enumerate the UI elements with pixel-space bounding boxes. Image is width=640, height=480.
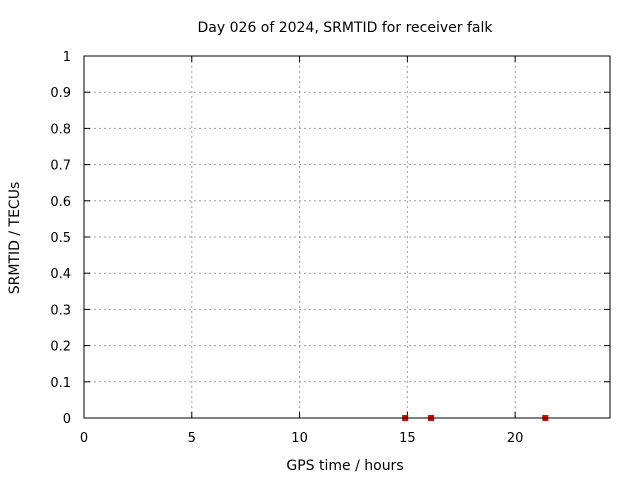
x-tick-label: 15 <box>399 431 416 446</box>
y-tick-label: 0.4 <box>50 267 71 282</box>
y-tick-label: 0.8 <box>50 122 71 137</box>
chart-title: Day 026 of 2024, SRMTID for receiver fal… <box>198 20 494 36</box>
x-tick-label: 10 <box>291 431 308 446</box>
y-axis-ticks: 0 0.1 0.2 0.3 0.4 0.5 0.6 0.7 0.8 0.9 1 <box>50 50 610 427</box>
y-tick-label: 0.7 <box>50 159 71 174</box>
x-tick-label: 20 <box>507 431 524 446</box>
y-tick-label: 1 <box>63 50 71 65</box>
x-axis-ticks: 0 5 10 15 20 <box>80 56 524 446</box>
x-axis-label: GPS time / hours <box>286 458 403 474</box>
y-tick-label: 0.9 <box>50 86 71 101</box>
y-tick-label: 0.6 <box>50 195 71 210</box>
grid <box>84 56 610 418</box>
x-tick-label: 5 <box>188 431 196 446</box>
y-tick-label: 0.3 <box>50 303 71 318</box>
y-tick-label: 0 <box>63 412 71 427</box>
y-tick-label: 0.5 <box>50 231 71 246</box>
plot-frame <box>83 55 611 419</box>
x-tick-label: 0 <box>80 431 88 446</box>
y-tick-label: 0.2 <box>50 340 71 355</box>
y-axis-label: SRMTID / TECUs <box>7 182 23 295</box>
y-tick-label: 0.1 <box>50 376 71 391</box>
